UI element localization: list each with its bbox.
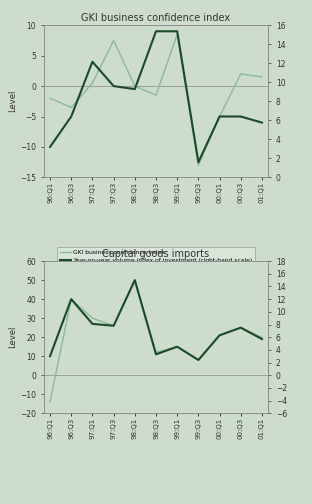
Legend: GKI business confidence index, Year-on-year volume index of investment (right-ha: GKI business confidence index, Year-on-y… xyxy=(57,247,255,266)
Y-axis label: Level: Level xyxy=(8,90,17,112)
Y-axis label: Level: Level xyxy=(8,326,17,348)
Title: Capital goods imports: Capital goods imports xyxy=(102,249,210,259)
Title: GKI business confidence index: GKI business confidence index xyxy=(81,13,231,23)
